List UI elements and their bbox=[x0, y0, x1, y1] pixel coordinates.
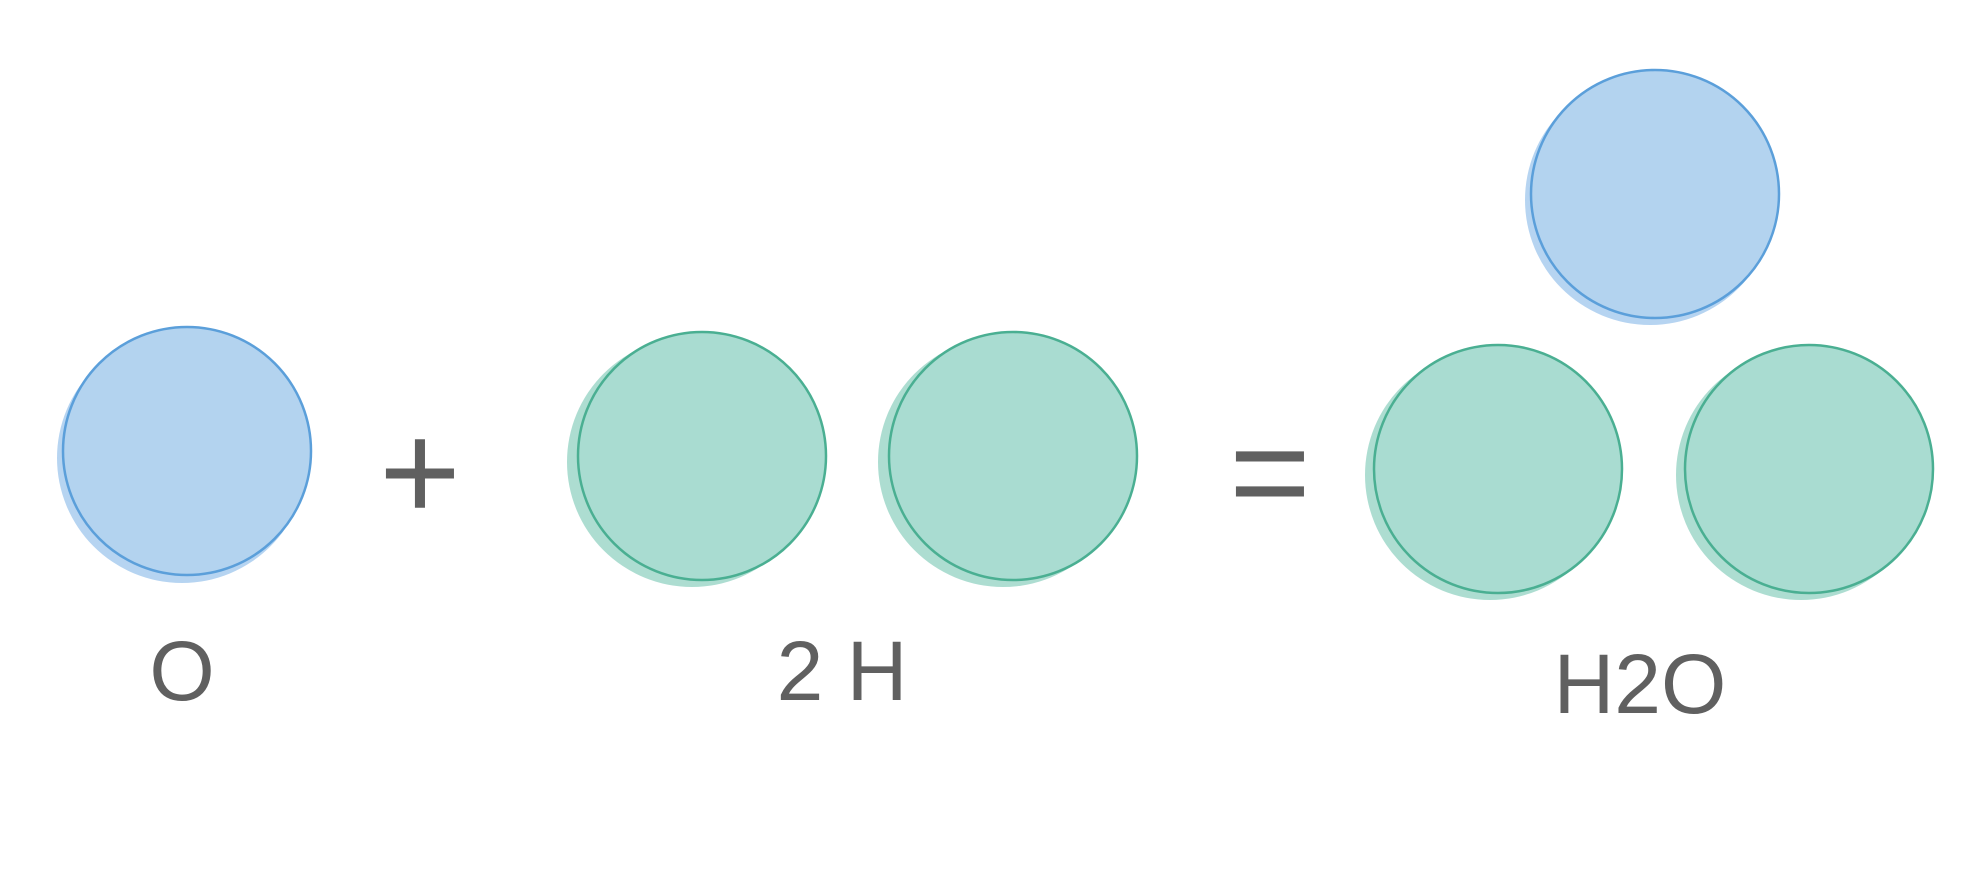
hydrogen-atom-1-body bbox=[576, 330, 828, 582]
water-molecule bbox=[1365, 68, 1935, 600]
water-oxygen-atom bbox=[1525, 68, 1781, 325]
water-hydrogen-atom-1 bbox=[1365, 343, 1624, 600]
oxygen-label: O bbox=[149, 624, 214, 718]
water-label: H2O bbox=[1554, 637, 1727, 731]
hydrogen-atom-2-body bbox=[887, 330, 1139, 582]
oxygen-atom-body bbox=[61, 325, 313, 577]
equals-sign: = bbox=[1229, 393, 1311, 550]
hydrogen-atom-1 bbox=[567, 330, 828, 587]
oxygen-atom bbox=[57, 325, 313, 583]
water-hydrogen-atom-2 bbox=[1676, 343, 1935, 600]
plus-sign: + bbox=[379, 393, 461, 550]
hydrogen-atom-2 bbox=[878, 330, 1139, 587]
hydrogen-label: 2 H bbox=[777, 624, 908, 718]
water-hydrogen-atom-1-body bbox=[1372, 343, 1624, 595]
water-hydrogen-atom-2-body bbox=[1683, 343, 1935, 595]
water-oxygen-atom-body bbox=[1529, 68, 1781, 320]
